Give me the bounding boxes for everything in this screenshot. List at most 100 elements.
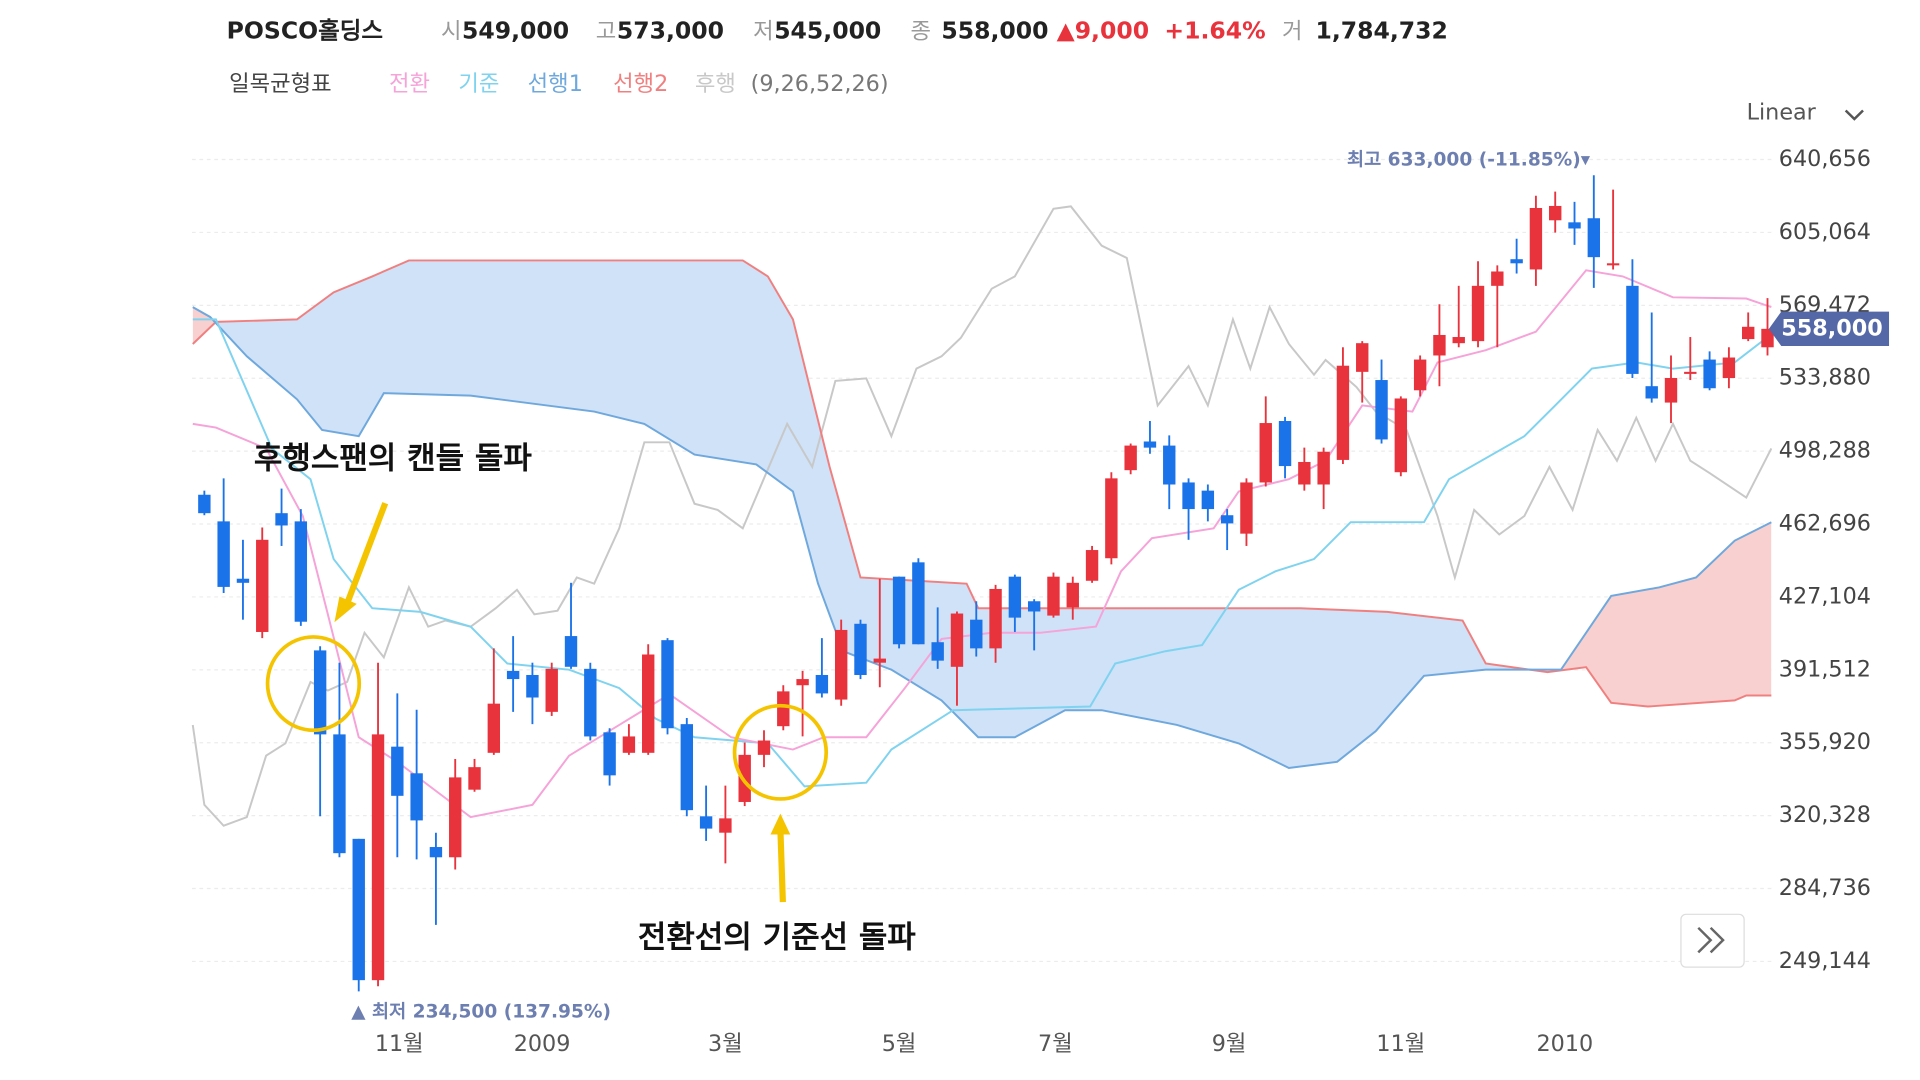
candle-body <box>719 818 732 833</box>
candle-body <box>1684 371 1697 374</box>
candle-body <box>970 619 983 649</box>
candle-body <box>873 658 886 663</box>
candle-body <box>661 640 674 729</box>
close-value: 558,000 <box>941 16 1048 44</box>
candle-body <box>1143 441 1157 448</box>
y-tick-label: 284,736 <box>1779 875 1871 901</box>
highlight-circle <box>732 703 829 801</box>
candle-body <box>1587 218 1601 258</box>
scroll-icon <box>1697 926 1725 954</box>
arrow-head <box>770 813 791 835</box>
candle-body <box>391 746 404 796</box>
volume-value: 1,784,732 <box>1316 16 1448 44</box>
candle-body <box>1722 357 1736 378</box>
candle-body <box>545 668 558 712</box>
candle-body <box>738 754 751 802</box>
arrow-head <box>334 596 357 623</box>
candle-body <box>642 654 655 753</box>
y-tick-label: 640,656 <box>1779 146 1871 172</box>
candle-body <box>1085 550 1099 581</box>
candle-body <box>1606 263 1620 266</box>
y-tick-label: 462,696 <box>1779 511 1871 537</box>
high-value: 573,000 <box>617 16 724 44</box>
candle-body <box>777 691 790 727</box>
candle-body <box>1124 445 1137 471</box>
candle-body <box>584 668 597 737</box>
dropdown-chevron[interactable] <box>1844 109 1864 121</box>
x-tick-label: 5월 <box>882 1031 917 1057</box>
candle-body <box>198 494 211 514</box>
candle-body <box>1568 222 1581 229</box>
candle-body <box>1278 421 1292 467</box>
y-tick-label: 249,144 <box>1779 948 1871 974</box>
high-note: 최고 633,000 (-11.85%)▾ <box>1347 150 1591 171</box>
candle-body <box>1664 377 1678 403</box>
candle-body <box>989 588 1002 649</box>
header: POSCO홀딩스 시 549,000 고 573,000 저 545,000 종… <box>227 16 1448 44</box>
low-value: 545,000 <box>774 16 881 44</box>
candle-body <box>796 679 809 686</box>
candle-body <box>1066 582 1079 608</box>
candle-body <box>815 674 829 694</box>
candle-body <box>1240 482 1253 534</box>
candle-body <box>1008 576 1022 618</box>
candle-body <box>217 521 230 587</box>
volume-label: 거 <box>1282 18 1303 44</box>
candle-body <box>1761 328 1774 348</box>
callout-text: 후행스팬의 캔들 돌파 <box>254 441 533 477</box>
candle-body <box>1259 423 1272 483</box>
y-tick-label: 391,512 <box>1779 656 1871 682</box>
legend-entry: 전환 <box>389 71 430 97</box>
candle-body <box>1549 205 1562 221</box>
cloud-fill <box>192 260 1772 768</box>
candle-body <box>699 816 713 829</box>
x-tick-label: 7월 <box>1038 1031 1073 1057</box>
x-tick-label: 2010 <box>1537 1031 1594 1057</box>
price-tag <box>1768 311 1890 347</box>
y-tick-label: 498,288 <box>1779 438 1871 464</box>
x-tick-label: 11월 <box>375 1031 424 1057</box>
candle-body <box>256 539 269 632</box>
candle-body <box>1182 482 1195 510</box>
candle-body <box>487 703 501 753</box>
candle-body <box>1529 207 1543 270</box>
candle-body <box>506 670 520 680</box>
candle-body <box>1394 398 1408 473</box>
low-label: 저 <box>753 18 774 44</box>
candle-body <box>1510 259 1523 264</box>
scale-mode[interactable]: Linear <box>1747 99 1817 125</box>
price-tag-label: 558,000 <box>1781 315 1883 341</box>
candle-body <box>1201 490 1215 510</box>
candle-body <box>1317 451 1330 485</box>
plot-area: 640,656605,064569,472533,880498,288462,6… <box>191 146 1890 1057</box>
candle-body <box>1471 285 1485 342</box>
y-tick-label: 605,064 <box>1779 219 1871 245</box>
candle-body <box>1220 515 1234 524</box>
open-label: 시 <box>441 18 462 44</box>
legend-entry: 선행1 <box>528 71 583 97</box>
candle-body <box>1356 343 1369 372</box>
candle-body <box>680 724 693 811</box>
candle-body <box>1626 285 1639 374</box>
candle-body <box>236 578 250 583</box>
change: ▲9,000 <box>1057 16 1149 44</box>
x-tick-label: 11월 <box>1376 1031 1425 1057</box>
candle-body <box>1336 365 1350 460</box>
candle-body <box>912 562 925 645</box>
scroll-button[interactable] <box>1680 913 1745 968</box>
candle-body <box>275 513 288 526</box>
candle-body <box>1027 601 1041 612</box>
candle-body <box>1375 380 1388 440</box>
candle-body <box>892 576 906 645</box>
close-label: 종 <box>910 18 931 44</box>
candle-body <box>834 629 848 700</box>
legend-entry: 기준 <box>458 71 499 97</box>
indicator-params: (9,26,52,26) <box>751 71 889 97</box>
indicator-line <box>192 259 1772 708</box>
candle-body <box>1742 326 1755 340</box>
candle-body <box>854 623 867 675</box>
candle-body <box>468 767 481 790</box>
callout-arrow <box>342 502 389 609</box>
candle-body <box>1047 576 1060 616</box>
